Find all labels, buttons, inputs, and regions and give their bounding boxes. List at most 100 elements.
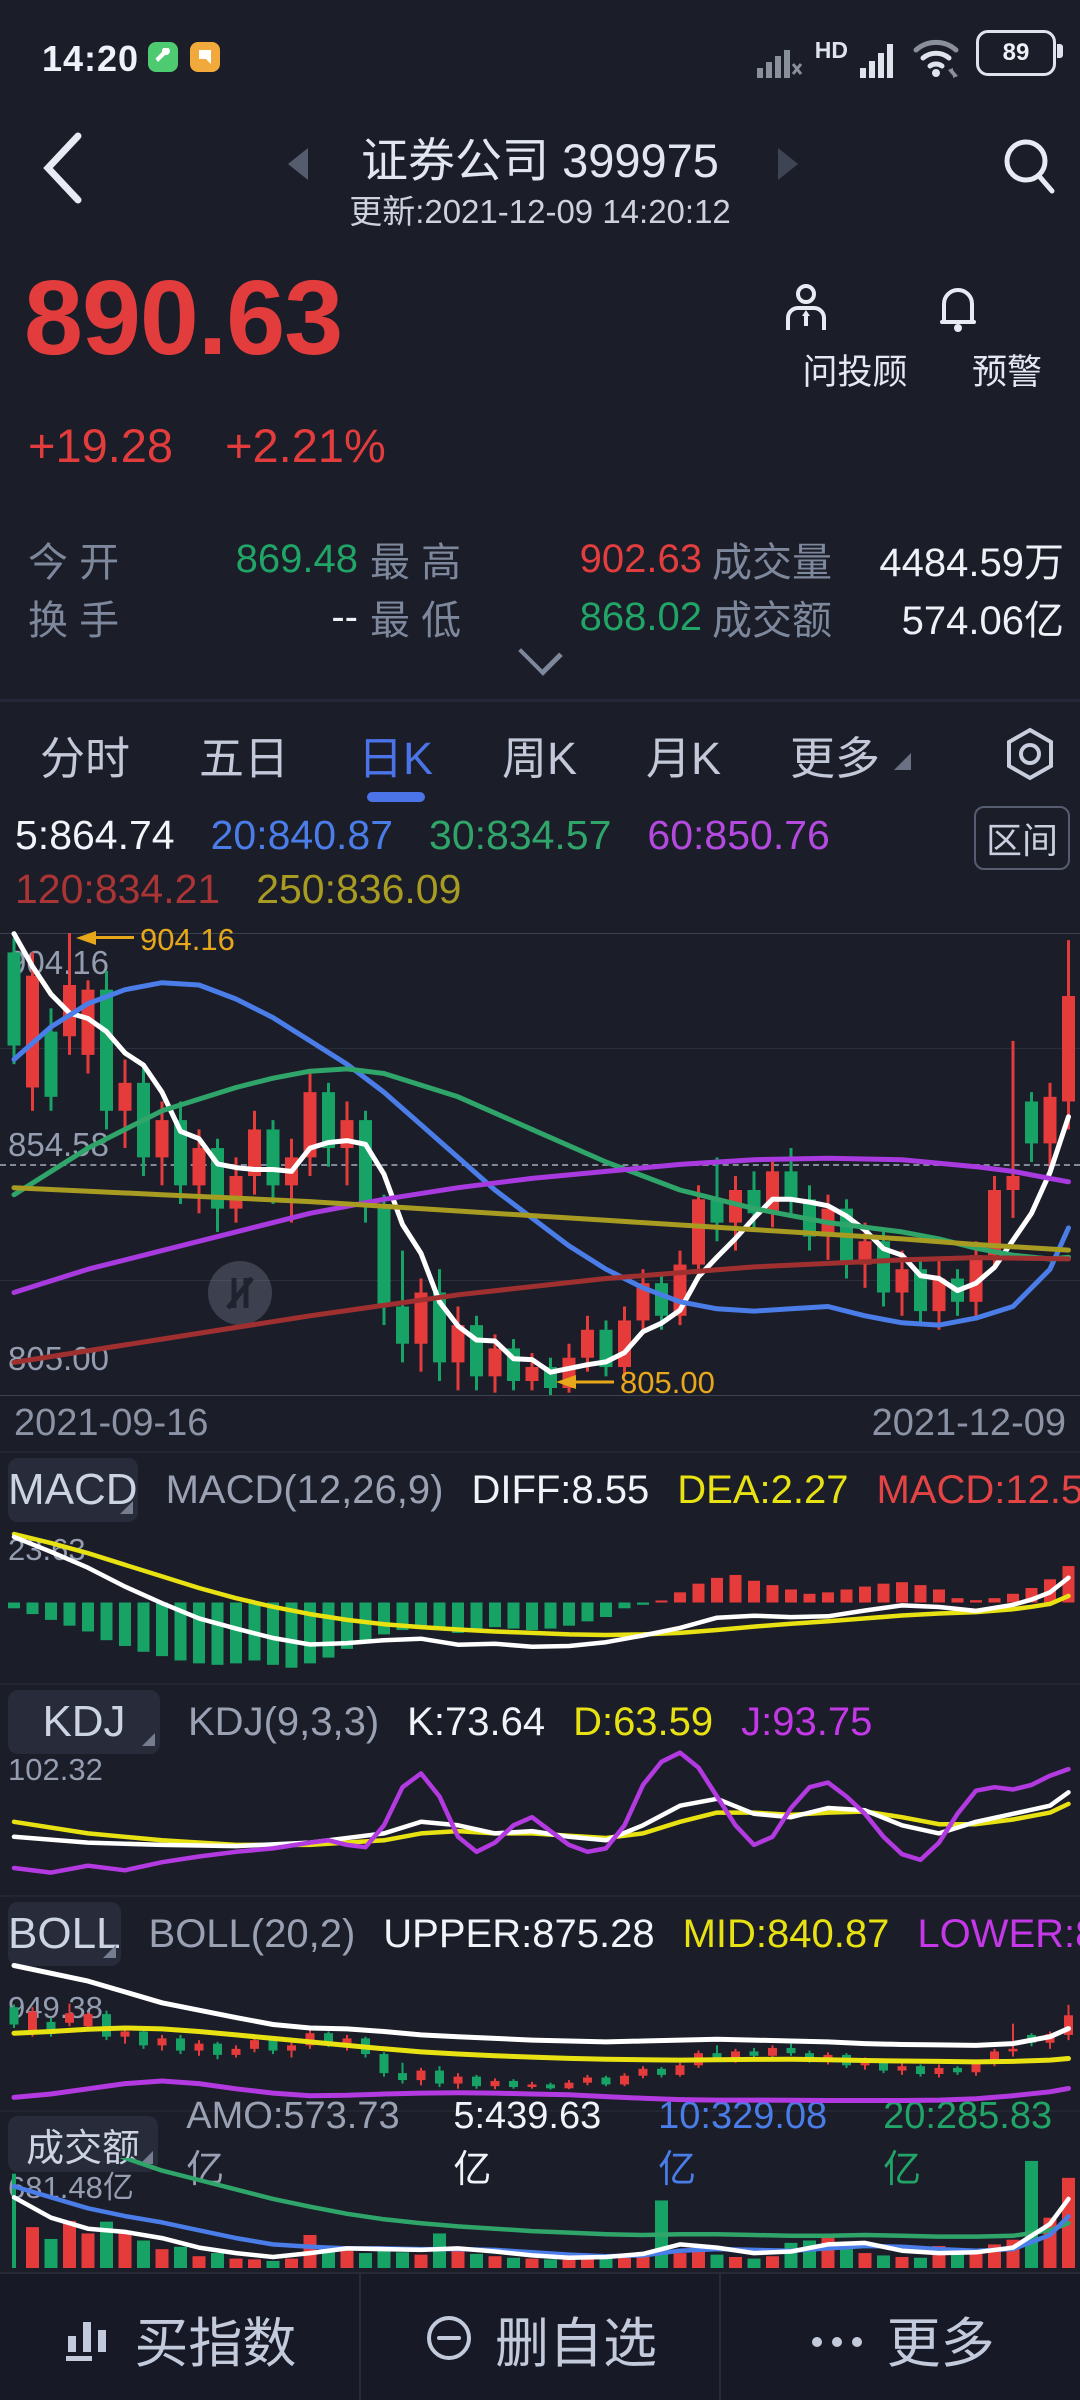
kdj-d-value: D:63.59 bbox=[573, 1699, 714, 1744]
ma-legend-item: 120:834.21 bbox=[15, 866, 221, 912]
status-bar: 14:20 HD 89 bbox=[0, 0, 1080, 92]
tab-label: 更多 bbox=[790, 732, 881, 784]
stat-最 高: 最 高 902.63 bbox=[370, 535, 702, 586]
alert-button[interactable]: 预警 bbox=[932, 282, 1080, 395]
candlestick-chart[interactable]: 904.16 854.58 805.00 904.16 805.00 bbox=[0, 920, 1080, 1400]
tab-label: 分时 bbox=[40, 732, 131, 784]
bell-icon bbox=[940, 288, 976, 332]
buy-index-button[interactable]: 买指数 bbox=[0, 2274, 359, 2400]
high-annotation: 904.16 bbox=[140, 922, 235, 957]
stat-label: 成交量 bbox=[712, 541, 832, 585]
stat-value: 869.48 bbox=[235, 536, 358, 581]
last-price: 890.63 bbox=[24, 259, 343, 377]
search-button[interactable] bbox=[998, 135, 1062, 199]
ma-legend-item: 5:864.74 bbox=[15, 812, 175, 858]
price-change: +19.28 bbox=[28, 419, 174, 472]
stat-value: 574.06亿 bbox=[901, 599, 1064, 643]
dropdown-caret-icon bbox=[119, 1501, 133, 1514]
ma-legend-item: 60:850.76 bbox=[647, 812, 830, 858]
ma-legend-item: 20:840.87 bbox=[210, 812, 394, 858]
stat-value: 868.02 bbox=[579, 594, 702, 639]
chart-settings-gear-icon[interactable] bbox=[1002, 726, 1058, 782]
page-title: 证券公司 399975 bbox=[361, 134, 719, 187]
amo-indicator-selector[interactable]: 成交额 bbox=[8, 2116, 159, 2172]
update-timestamp: 更新:2021-12-09 14:20:12 bbox=[349, 193, 731, 230]
macd-value: MACD:12.57 bbox=[876, 1467, 1080, 1512]
next-stock-arrow-icon[interactable] bbox=[778, 148, 798, 180]
ma-legend-row1: 5:864.74 20:840.87 30:834.57 60:850.76 bbox=[15, 812, 830, 859]
tab-周K[interactable]: 周K bbox=[502, 704, 577, 804]
period-tabs: 分时 五日 日K 周K 月K 更多 bbox=[0, 704, 1080, 804]
signal-sim2-icon bbox=[860, 40, 900, 78]
boll-upper-value: UPPER:875.28 bbox=[383, 1911, 655, 1956]
kdj-k-value: K:73.64 bbox=[407, 1699, 546, 1744]
ask-advisor-label: 问投顾 bbox=[802, 353, 908, 392]
boll-mid-value: MID:840.87 bbox=[682, 1911, 890, 1956]
stat-今 开: 今 开 869.48 bbox=[28, 535, 358, 586]
more-actions-button[interactable]: 更多 bbox=[719, 2274, 1080, 2400]
boll-chart[interactable]: 949.38 bbox=[0, 1962, 1080, 2107]
stat-成交量: 成交量 4484.59万 bbox=[712, 535, 1064, 585]
stat-value: 902.63 bbox=[579, 536, 702, 581]
clock: 14:20 bbox=[42, 38, 140, 79]
macd-indicator-selector[interactable]: MACD bbox=[8, 1458, 138, 1522]
notes-app-icon bbox=[190, 42, 220, 72]
tab-五日[interactable]: 五日 bbox=[199, 704, 289, 804]
ma-legend-item: 30:834.57 bbox=[429, 812, 612, 858]
ellipsis-icon bbox=[811, 2337, 862, 2347]
macd-params: MACD(12,26,9) bbox=[165, 1467, 444, 1512]
stat-label: 今 开 bbox=[28, 541, 120, 585]
boll-header: BOLL BOLL(20,2) UPPER:875.28 MID:840.87 … bbox=[0, 1902, 1080, 1966]
low-annotation: 805.00 bbox=[620, 1365, 715, 1400]
stat-value: -- bbox=[331, 594, 358, 639]
tab-月K[interactable]: 月K bbox=[646, 704, 721, 804]
boll-lower-value: LOWER:806.47 bbox=[917, 1911, 1080, 1956]
tab-label: 月K bbox=[646, 732, 722, 784]
macd-chart[interactable]: 23.63 bbox=[0, 1530, 1080, 1675]
wifi-icon bbox=[912, 36, 964, 78]
battery-icon: 89 bbox=[976, 30, 1063, 76]
tab-分时[interactable]: 分时 bbox=[40, 704, 130, 804]
signal-sim1-icon bbox=[756, 44, 803, 78]
alert-label: 预警 bbox=[971, 353, 1042, 392]
macd-dea-value: DEA:2.27 bbox=[677, 1467, 849, 1512]
ask-advisor-button[interactable]: 问投顾 bbox=[780, 282, 930, 395]
kdj-params: KDJ(9,3,3) bbox=[188, 1699, 380, 1744]
boll-indicator-selector[interactable]: BOLL bbox=[8, 1902, 121, 1966]
stat-label: 成交额 bbox=[712, 599, 832, 643]
tools-app-icon bbox=[148, 42, 178, 72]
amo-chart[interactable]: 681.48亿 bbox=[0, 2158, 1080, 2268]
tab-label: 五日 bbox=[199, 732, 290, 784]
circle-minus-icon bbox=[427, 2316, 471, 2360]
ma-legend-item: 250:836.09 bbox=[256, 866, 462, 912]
stat-label: 换 手 bbox=[28, 599, 120, 643]
range-select-button[interactable]: 区间 bbox=[974, 806, 1070, 870]
price-change-row: +19.28 +2.21% bbox=[28, 418, 386, 473]
tab-日K[interactable]: 日K bbox=[358, 704, 433, 804]
ma-legend-row2: 120:834.21 250:836.09 bbox=[15, 866, 461, 913]
date-start: 2021-09-16 bbox=[14, 1402, 209, 1444]
macd-header: MACD MACD(12,26,9) DIFF:8.55 DEA:2.27 MA… bbox=[0, 1455, 1080, 1525]
prev-stock-arrow-icon[interactable] bbox=[288, 148, 308, 180]
back-button[interactable] bbox=[34, 128, 94, 208]
boll-params: BOLL(20,2) bbox=[148, 1911, 356, 1956]
tab-更多[interactable]: 更多 bbox=[790, 704, 912, 804]
tab-label: 周K bbox=[502, 732, 578, 784]
amo-scale-label: 681.48亿 bbox=[8, 2170, 134, 2205]
stat-换 手: 换 手 -- bbox=[28, 593, 358, 644]
bar-chart-icon bbox=[66, 2322, 107, 2361]
hd-indicator: HD bbox=[814, 37, 848, 63]
kdj-header: KDJ KDJ(9,3,3) K:73.64 D:63.59 J:93.75 bbox=[0, 1690, 1080, 1754]
stat-最 低: 最 低 868.02 bbox=[370, 593, 702, 644]
divider bbox=[0, 699, 1080, 702]
stat-value: 4484.59万 bbox=[879, 541, 1064, 585]
amo-value: AMO:573.73亿 bbox=[186, 2095, 400, 2191]
remove-watchlist-button[interactable]: 删自选 bbox=[358, 2274, 720, 2400]
amo-ma5-value: 5:439.63亿 bbox=[453, 2095, 602, 2191]
kdj-chart[interactable]: 102.32 bbox=[0, 1748, 1080, 1883]
amo-header: 成交额 AMO:573.73亿 5:439.63亿 10:329.08亿 20:… bbox=[0, 2095, 1080, 2191]
kdj-indicator-selector[interactable]: KDJ bbox=[8, 1690, 160, 1754]
more-caret-icon bbox=[894, 752, 912, 770]
advisor-person-icon bbox=[786, 284, 826, 330]
